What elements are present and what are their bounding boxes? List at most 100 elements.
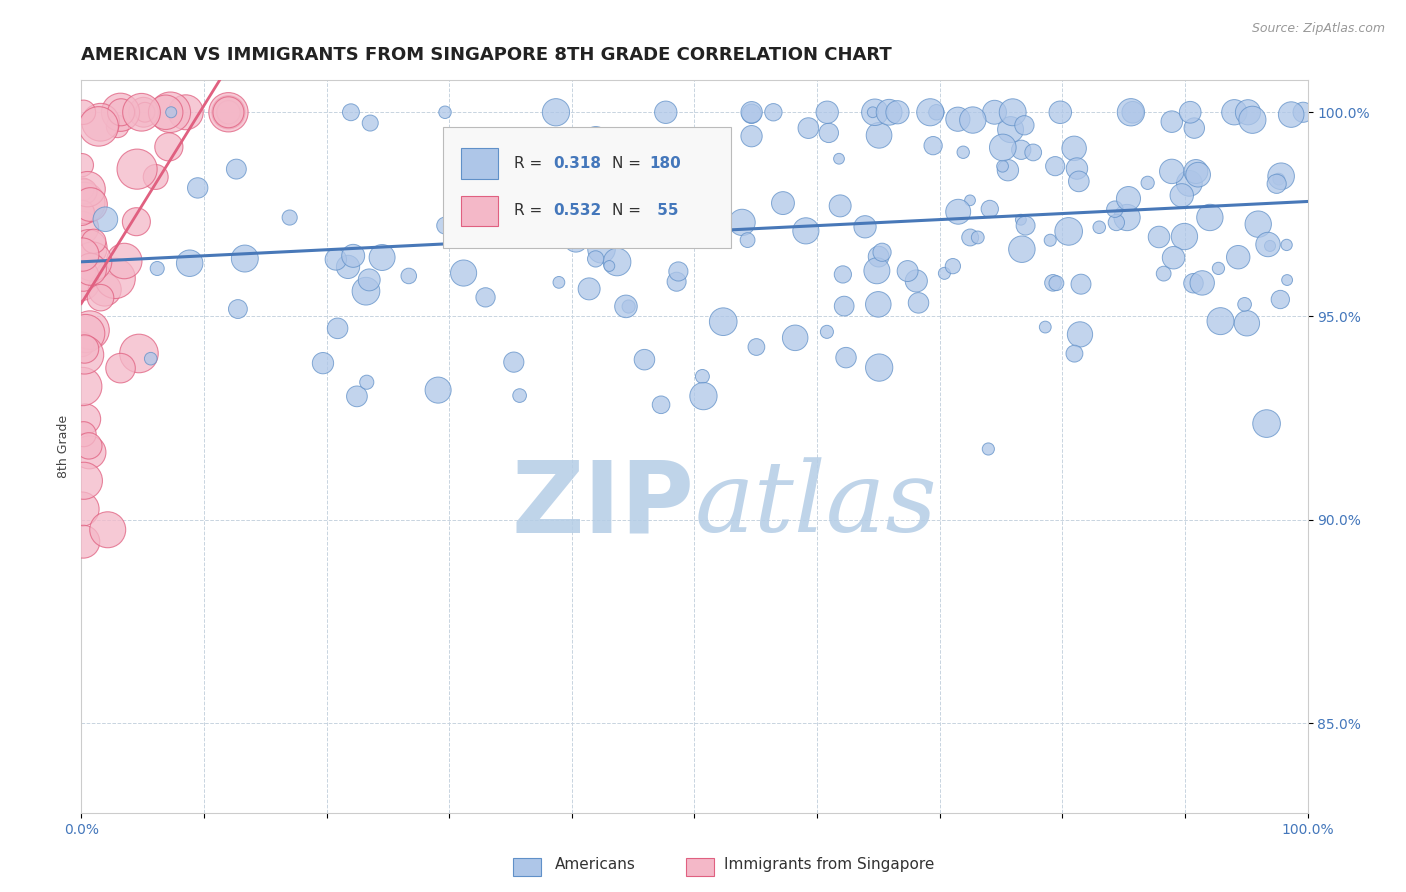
Point: [614, 299, 637, 313]
Point: [73, 185, 96, 199]
Point: [453, 266, 475, 280]
Point: [337, 260, 360, 274]
Point: [146, 261, 169, 276]
Point: [1185, 164, 1208, 178]
Point: [1265, 177, 1288, 191]
Point: [1178, 177, 1201, 191]
Point: [179, 256, 201, 270]
Point: [877, 105, 900, 120]
Point: [159, 105, 181, 120]
Point: [359, 273, 381, 287]
Point: [1045, 276, 1067, 290]
FancyBboxPatch shape: [443, 128, 731, 248]
Point: [853, 219, 876, 234]
Text: R =: R =: [515, 203, 547, 219]
Point: [1247, 217, 1270, 231]
Point: [1105, 215, 1128, 229]
Point: [1116, 211, 1139, 225]
Point: [832, 299, 855, 313]
Point: [72, 268, 94, 283]
Y-axis label: 8th Grade: 8th Grade: [58, 415, 70, 478]
Point: [1233, 297, 1256, 311]
Point: [666, 264, 689, 278]
Point: [1275, 273, 1298, 287]
Point: [87, 120, 110, 134]
Point: [354, 284, 377, 298]
Point: [745, 340, 768, 354]
Text: 180: 180: [650, 156, 681, 170]
Point: [502, 355, 524, 369]
Point: [650, 398, 672, 412]
Text: 0.318: 0.318: [554, 156, 602, 170]
Point: [785, 331, 807, 345]
Point: [1069, 327, 1091, 342]
Point: [325, 252, 347, 267]
Point: [1268, 172, 1291, 186]
Point: [132, 105, 155, 120]
Point: [73, 348, 96, 362]
Point: [1171, 188, 1194, 202]
Point: [70, 158, 93, 172]
Point: [217, 105, 239, 120]
Point: [711, 315, 734, 329]
Point: [794, 224, 817, 238]
Point: [94, 212, 117, 227]
Point: [79, 445, 101, 459]
Point: [1000, 122, 1022, 136]
Point: [70, 502, 93, 516]
Point: [1119, 105, 1142, 120]
Point: [868, 128, 890, 143]
Point: [107, 120, 129, 134]
Point: [1173, 229, 1195, 244]
Point: [72, 182, 94, 196]
Point: [562, 200, 585, 214]
Point: [104, 271, 127, 285]
Point: [1118, 192, 1140, 206]
Point: [326, 321, 349, 335]
Point: [1199, 211, 1222, 225]
Point: [73, 195, 96, 210]
Point: [1066, 161, 1088, 176]
Point: [110, 361, 132, 376]
Point: [529, 135, 551, 149]
Point: [217, 105, 239, 120]
Point: [678, 180, 700, 194]
Point: [1153, 267, 1175, 281]
Point: [585, 252, 607, 266]
Point: [233, 252, 256, 266]
Point: [592, 220, 614, 235]
Point: [157, 140, 180, 154]
Point: [125, 215, 148, 229]
Point: [922, 138, 945, 153]
Point: [544, 179, 567, 194]
Text: Source: ZipAtlas.com: Source: ZipAtlas.com: [1251, 22, 1385, 36]
Point: [1208, 261, 1230, 276]
Point: [139, 351, 162, 366]
Point: [741, 105, 763, 120]
Point: [637, 227, 659, 241]
Text: ZIP: ZIP: [512, 457, 695, 554]
Point: [499, 202, 522, 216]
Point: [356, 376, 378, 390]
Point: [692, 369, 714, 384]
Point: [1010, 143, 1032, 157]
Point: [1160, 164, 1182, 178]
Point: [1043, 159, 1066, 173]
Text: N =: N =: [612, 203, 647, 219]
Point: [966, 230, 988, 244]
Text: atlas: atlas: [695, 458, 938, 553]
Point: [79, 197, 101, 211]
Text: AMERICAN VS IMMIGRANTS FROM SINGAPORE 8TH GRADE CORRELATION CHART: AMERICAN VS IMMIGRANTS FROM SINGAPORE 8T…: [82, 46, 891, 64]
Point: [959, 230, 981, 244]
Point: [70, 337, 93, 351]
Point: [815, 325, 838, 339]
Point: [1049, 105, 1071, 120]
Point: [174, 105, 197, 120]
Point: [82, 254, 104, 268]
Point: [1182, 121, 1205, 136]
Point: [155, 105, 177, 120]
Point: [1241, 112, 1264, 127]
Point: [905, 274, 928, 288]
FancyBboxPatch shape: [461, 195, 498, 227]
Point: [1163, 251, 1185, 265]
